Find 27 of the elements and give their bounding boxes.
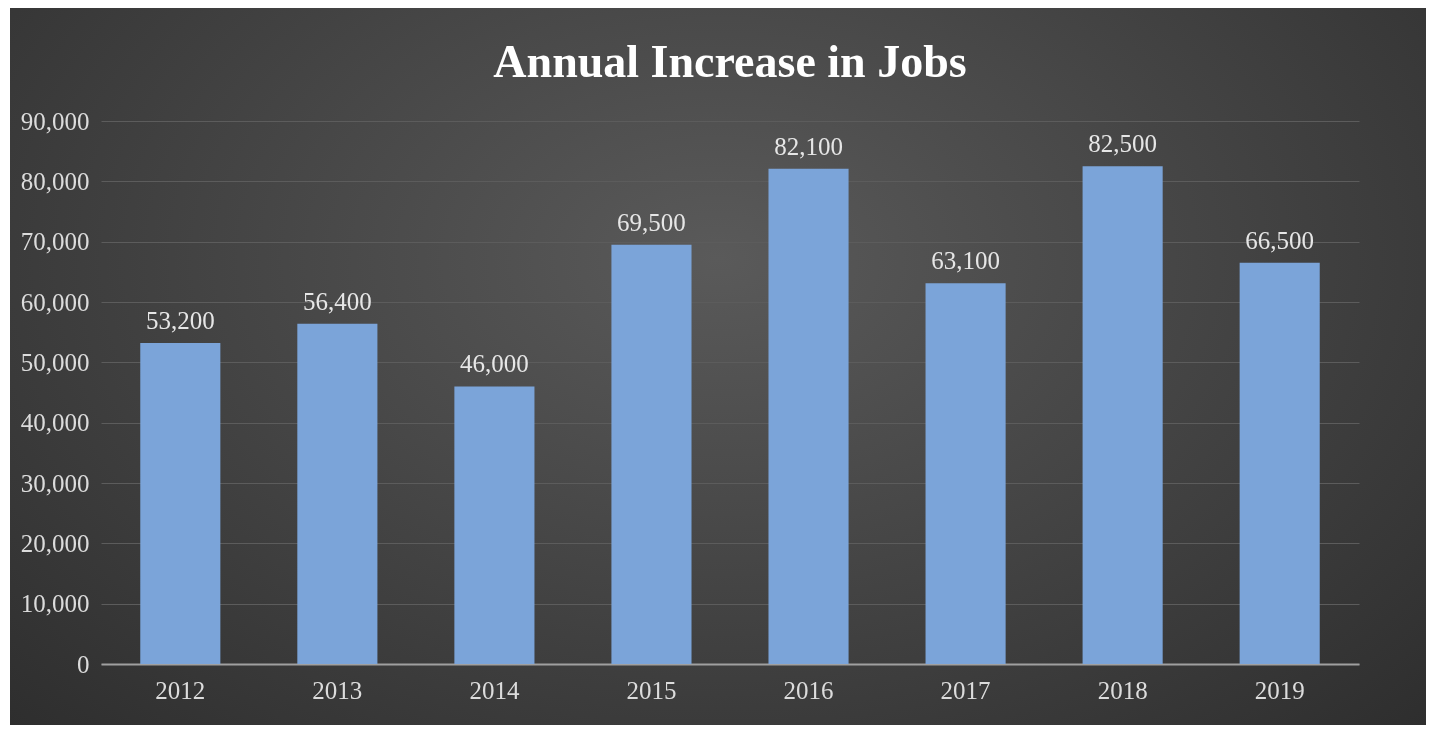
data-label: 56,400 — [302, 287, 372, 315]
data-label: 82,500 — [1088, 130, 1158, 158]
data-label: 69,500 — [617, 208, 686, 236]
y-tick-label: 30,000 — [20, 469, 90, 497]
x-tick-label: 2017 — [940, 676, 991, 704]
y-tick-label: 60,000 — [20, 288, 90, 316]
x-tick-label: 2012 — [155, 676, 206, 704]
data-label: 82,100 — [774, 132, 843, 160]
data-label: 66,500 — [1245, 226, 1315, 254]
y-tick-label: 40,000 — [20, 409, 90, 437]
x-tick-label: 2014 — [469, 676, 520, 704]
chart-title: Annual Increase in Jobs — [493, 36, 967, 87]
y-tick-label: 90,000 — [20, 107, 90, 135]
x-tick-label: 2018 — [1097, 676, 1148, 704]
y-tick-label: 70,000 — [20, 228, 90, 256]
x-tick-label: 2013 — [312, 676, 363, 704]
y-tick-label: 10,000 — [20, 590, 90, 618]
x-tick-label: 2015 — [626, 676, 677, 704]
data-label: 46,000 — [460, 350, 529, 378]
x-tick-label: 2019 — [1254, 676, 1305, 704]
y-tick-label: 0 — [77, 650, 90, 678]
data-label: 63,100 — [931, 247, 1000, 275]
x-tick-label: 2016 — [783, 676, 834, 704]
y-tick-label: 20,000 — [20, 529, 90, 557]
y-tick-label: 50,000 — [20, 348, 90, 376]
data-label: 53,200 — [145, 307, 215, 335]
y-tick-label: 80,000 — [20, 167, 90, 195]
